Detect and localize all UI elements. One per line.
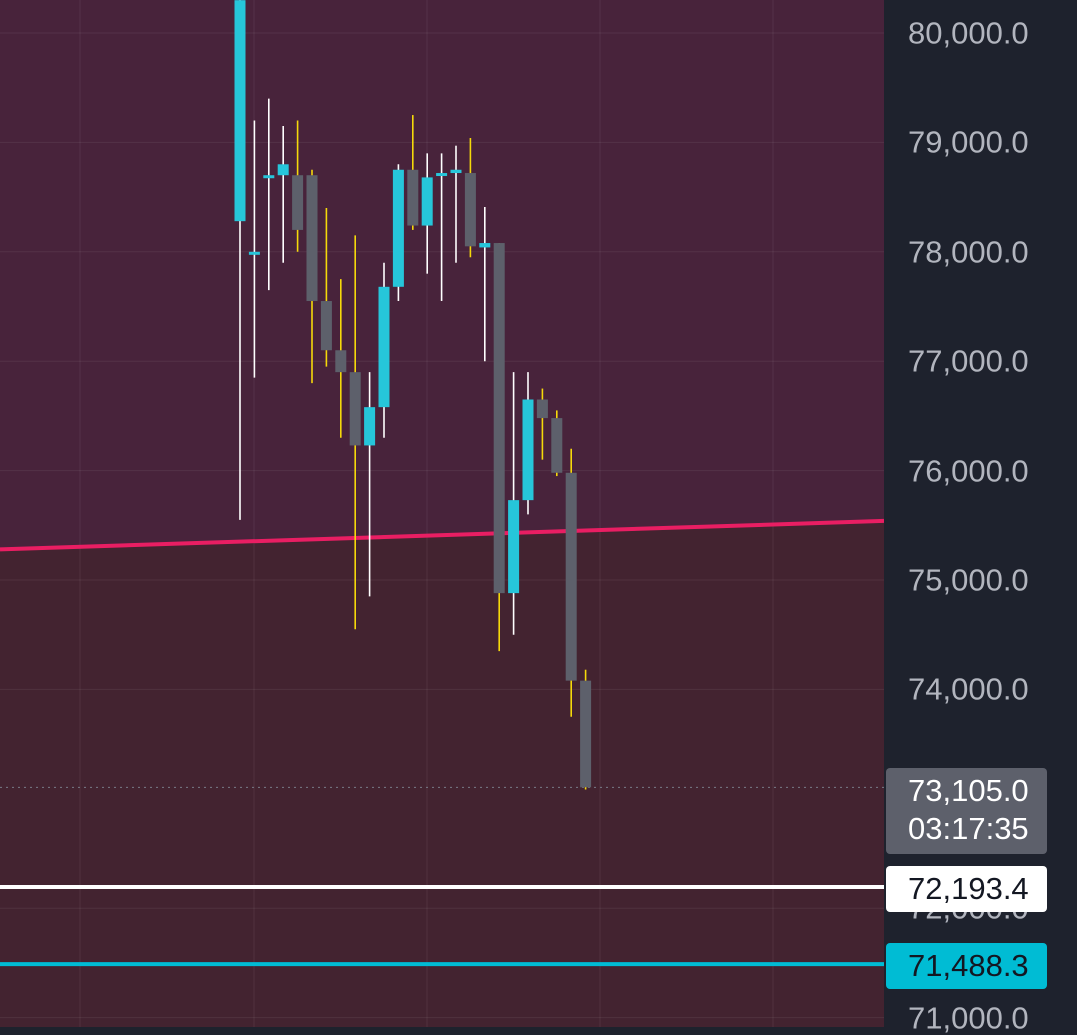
candle-body [551,418,563,473]
candle-body [464,173,476,247]
price-tick-label: 79,000.0 [908,124,1029,160]
candle-body [306,175,318,302]
trendline [0,518,884,552]
candle-body [292,175,304,230]
candle-body [565,472,577,681]
candle-body [450,169,462,174]
price-tick-label: 80,000.0 [908,15,1029,51]
candle-body [320,301,332,351]
price-tick-label: 74,000.0 [908,671,1029,707]
candle-body [378,286,390,408]
candle-body [580,680,592,788]
candle-body [349,372,361,446]
lower-zone [0,520,884,1027]
candle-body [421,177,433,226]
cyan-level-tag: 71,488.3 [886,943,1047,989]
last-price-tag: 73,105.0 03:17:35 [886,768,1047,854]
candle-body [248,251,260,255]
candle-body [407,169,419,226]
candle-body [522,399,534,501]
candle-body [364,407,376,446]
price-tick-label: 75,000.0 [908,562,1029,598]
price-tick-label: 78,000.0 [908,234,1029,270]
bar-countdown: 03:17:35 [908,811,1029,846]
candle-body [277,164,289,176]
candle-body [479,243,491,248]
candle-body [436,173,448,177]
price-tick-label: 76,000.0 [908,453,1029,489]
last-price-value: 73,105.0 [908,773,1029,808]
candle-body [335,350,347,373]
candle-body [536,399,548,419]
plot-area[interactable] [0,0,884,1027]
candle-body [392,169,404,287]
candle-body [234,0,246,222]
price-tick-label: 71,000.0 [908,1000,1029,1035]
candle-body [493,243,505,594]
candle-body [263,175,275,179]
candle-body [508,500,520,594]
price-axis[interactable] [884,0,1077,1027]
price-tick-label: 77,000.0 [908,343,1029,379]
white-level-tag: 72,193.4 [886,866,1047,912]
